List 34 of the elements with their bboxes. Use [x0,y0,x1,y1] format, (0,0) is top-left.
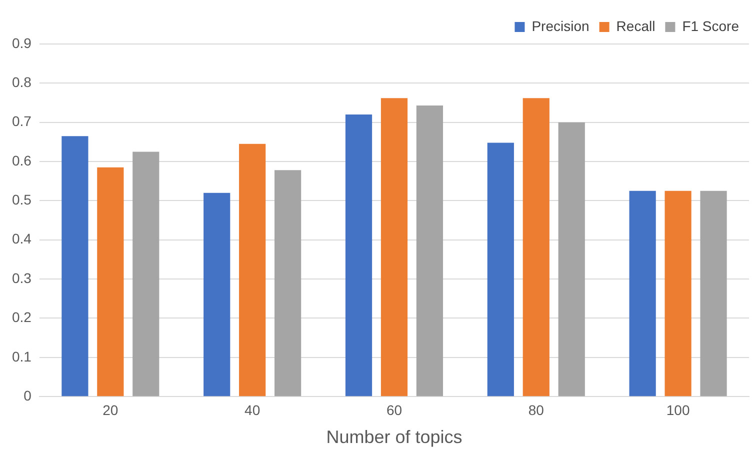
bar [132,152,160,396]
bar [345,114,372,396]
x-tick-label: 20 [102,402,118,418]
bar [239,144,266,396]
y-tick-label: 0.6 [12,152,32,168]
bar [62,136,88,396]
x-tick-label: 40 [244,402,260,418]
y-tick-label: 0.2 [12,309,32,326]
y-tick-label: 0.1 [12,348,32,364]
x-tick-label: 100 [666,402,690,418]
y-tick-label: 0.4 [12,230,32,247]
bar [204,192,230,396]
y-tick-label: 0.3 [12,270,32,286]
x-tick-label: 60 [386,402,402,418]
legend-label: F1 Score [682,18,740,34]
bar [558,122,585,396]
bar [97,167,124,396]
bar [380,98,408,396]
x-tick-label: 80 [528,402,544,418]
x-axis-title: Number of topics [326,427,462,448]
y-tick-label: 0.5 [12,192,32,208]
bar [700,190,727,396]
y-tick-label: 0.9 [12,34,32,51]
bar [416,106,444,396]
bar [274,170,302,396]
y-tick-label: 0 [24,387,32,404]
bar [629,190,656,396]
y-tick-label: 0.7 [12,113,32,130]
bar [664,190,692,396]
y-tick-label: 0.8 [12,74,32,90]
legend-label: Precision [532,18,590,34]
bar [487,142,514,396]
legend-label: Recall [616,18,656,34]
bar [522,98,550,396]
